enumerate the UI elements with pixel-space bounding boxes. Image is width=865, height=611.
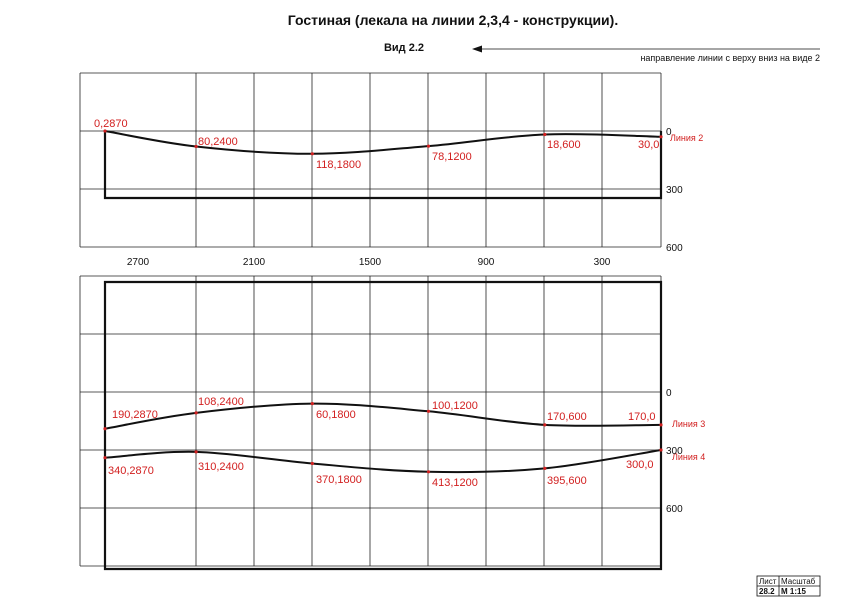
line3-point-marker xyxy=(426,409,431,413)
line4-point-label: 340,2870 xyxy=(108,465,154,477)
x-tick-label: 900 xyxy=(478,257,495,268)
title-block: Лист Масштаб 28.2 М 1:15 xyxy=(756,575,821,597)
direction-note: направление линии с верху вниз на виде 2 xyxy=(640,53,820,63)
scale-value: М 1:15 xyxy=(781,587,806,596)
x-tick-label: 300 xyxy=(594,257,611,268)
y-tick-label: 600 xyxy=(666,504,683,515)
scale-header: Масштаб xyxy=(781,577,816,586)
line3-point-marker xyxy=(659,423,663,427)
line4-point-label: 395,600 xyxy=(547,475,587,487)
line4-point-label: 370,1800 xyxy=(316,474,362,486)
line2-point-marker xyxy=(103,129,107,133)
line2-curve xyxy=(104,130,662,155)
line2-label: Линия 2 xyxy=(670,133,703,143)
bottom-view: 190,2870 108,2400 60,1800 100,1200 170,6… xyxy=(79,275,705,571)
line4-point-label: 300,0 xyxy=(626,459,654,471)
line3-point-marker xyxy=(194,411,198,415)
y-tick-label: 0 xyxy=(666,388,672,399)
line4-label: Линия 4 xyxy=(672,452,705,462)
line2-point-label: 0,2870 xyxy=(94,118,128,130)
line3-curve xyxy=(104,402,662,430)
line3-point-label: 170,0 xyxy=(628,411,656,423)
x-tick-label: 2700 xyxy=(127,257,150,268)
line2-point-marker xyxy=(659,135,663,139)
line2-point-marker xyxy=(426,144,431,148)
line2-point-label: 30,0 xyxy=(638,139,659,151)
line4-point-label: 413,1200 xyxy=(432,477,478,489)
line3-point-marker xyxy=(103,427,107,431)
y-tick-label: 300 xyxy=(666,185,683,196)
top-frame xyxy=(103,131,663,200)
line4-point-marker xyxy=(426,470,431,474)
sheet-header: Лист xyxy=(759,577,777,586)
line2-point-label: 80,2400 xyxy=(198,136,238,148)
x-tick-label: 1500 xyxy=(359,257,382,268)
line4-point-marker xyxy=(543,466,547,470)
line2-point-label: 18,600 xyxy=(547,139,581,151)
line4-point-label: 310,2400 xyxy=(198,461,244,473)
line3-point-label: 100,1200 xyxy=(432,400,478,412)
line4-markers xyxy=(103,448,663,474)
line4-point-marker xyxy=(310,461,314,466)
y-tick-label: 0 xyxy=(666,127,672,138)
line3-label: Линия 3 xyxy=(672,419,705,429)
line3-point-marker xyxy=(310,402,314,406)
line2-point-marker xyxy=(543,132,547,137)
sheet-number: 28.2 xyxy=(759,587,775,596)
page-title: Гостиная (лекала на линии 2,3,4 - констр… xyxy=(288,12,618,28)
line2-markers xyxy=(103,129,663,156)
line4-point-marker xyxy=(194,450,198,454)
view-label: Вид 2.2 xyxy=(384,42,424,54)
top-view: 0,2870 80,2400 118,1800 78,1200 18,600 3… xyxy=(79,72,703,254)
line2-point-marker xyxy=(310,152,314,156)
x-axis-ticks: 2700 2100 1500 900 300 xyxy=(127,257,611,268)
line3-markers xyxy=(103,402,663,431)
line4-curve xyxy=(104,449,662,474)
line3-point-label: 170,600 xyxy=(547,411,587,423)
line3-point-marker xyxy=(543,423,547,427)
y-tick-label: 600 xyxy=(666,243,683,254)
line2-point-label: 78,1200 xyxy=(432,151,472,163)
line4-point-marker xyxy=(659,448,663,452)
bottom-frame xyxy=(103,280,663,571)
line2-point-marker xyxy=(194,144,198,149)
direction-arrow-icon xyxy=(472,45,820,53)
bottom-grid xyxy=(79,275,662,567)
y-tick-label: 300 xyxy=(666,446,683,457)
line3-point-label: 108,2400 xyxy=(198,396,244,408)
line4-point-marker xyxy=(103,456,107,460)
x-tick-label: 2100 xyxy=(243,257,266,268)
line3-point-label: 60,1800 xyxy=(316,409,356,421)
line3-point-label: 190,2870 xyxy=(112,409,158,421)
line2-point-label: 118,1800 xyxy=(316,159,361,171)
top-grid xyxy=(79,72,662,248)
